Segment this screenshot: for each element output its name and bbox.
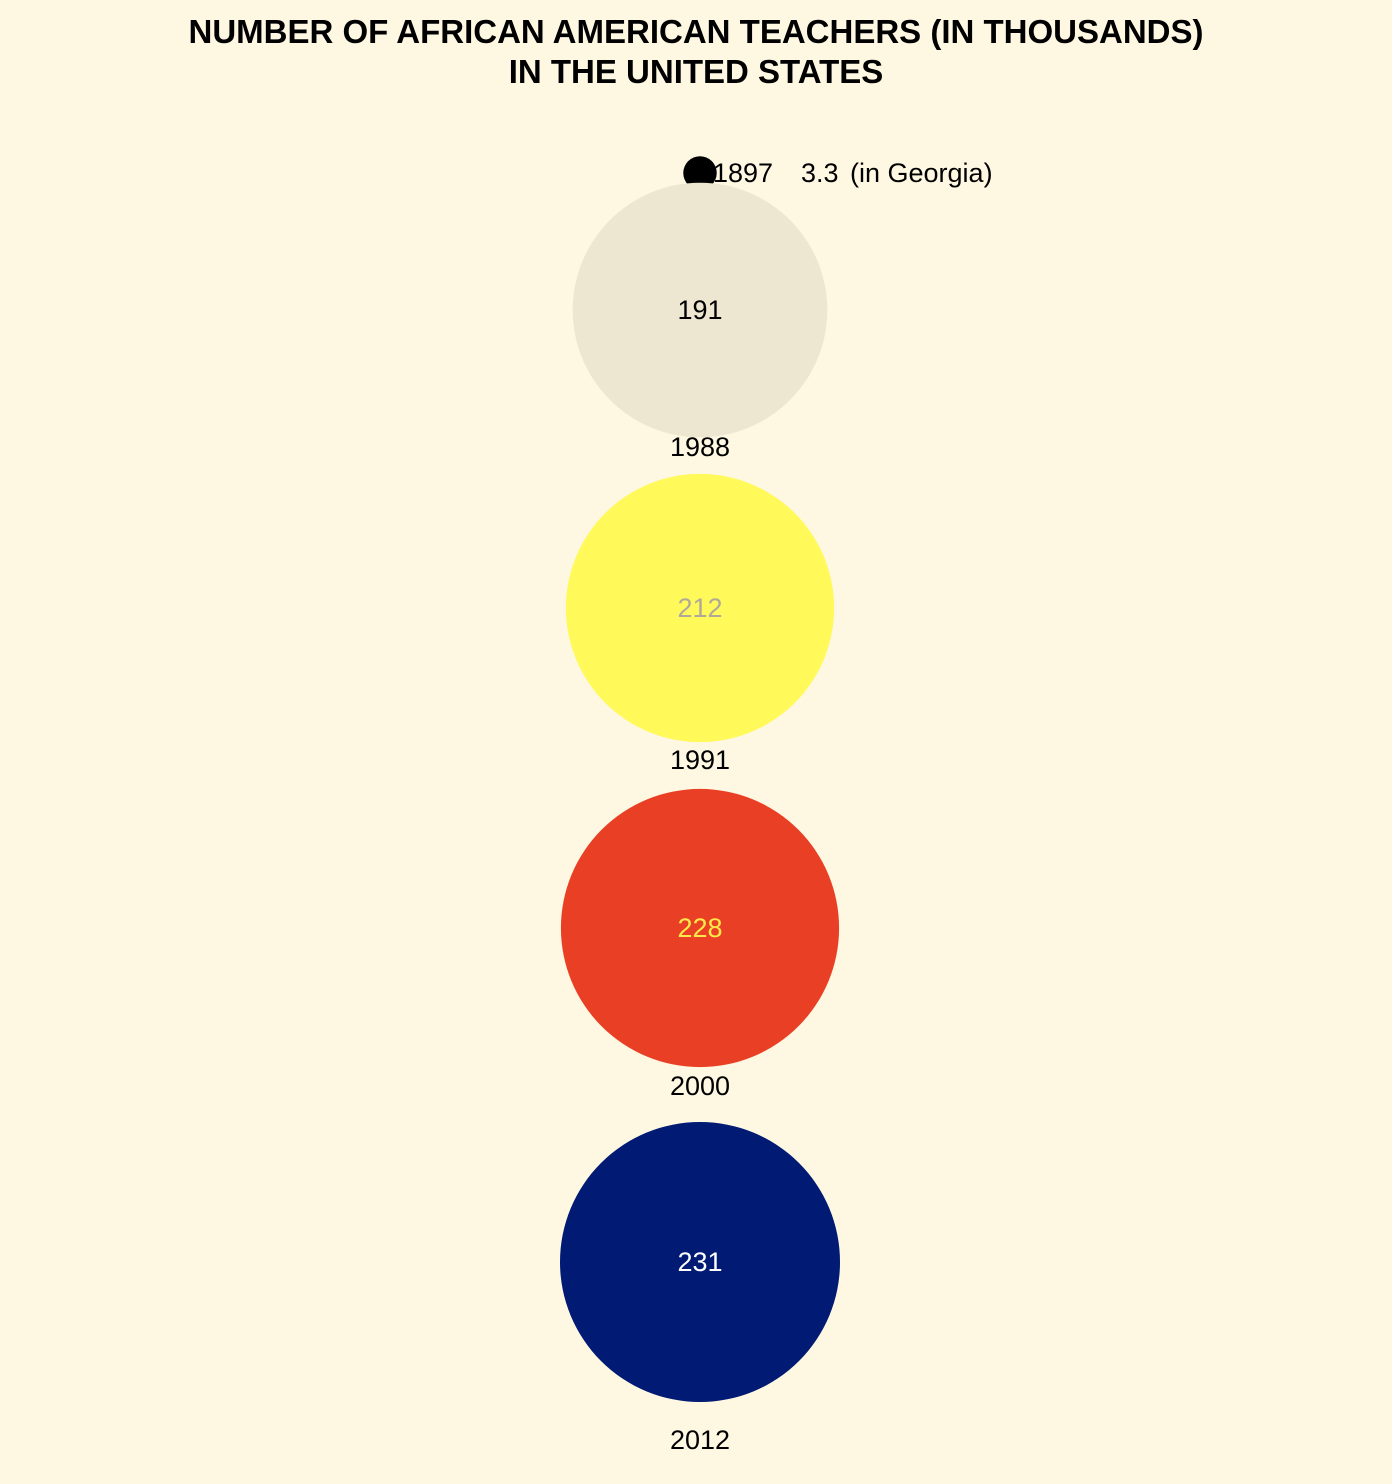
note-label-1897: (in Georgia)	[850, 158, 993, 188]
chart-title: NUMBER OF AFRICAN AMERICAN TEACHERS (IN …	[0, 12, 1392, 92]
circle-2000	[560, 788, 840, 1068]
value-label-1897: 3.3	[801, 158, 839, 188]
value-label-2012: 231	[677, 1247, 722, 1277]
circle-1988	[572, 182, 828, 438]
value-label-1988: 191	[677, 295, 722, 325]
year-label-1988: 1988	[670, 432, 730, 462]
year-label-2000: 2000	[670, 1071, 730, 1101]
year-label-1991: 1991	[670, 745, 730, 775]
circle-2012	[560, 1122, 840, 1402]
year-label-1897: 1897	[713, 158, 773, 188]
chart-title-line-1: NUMBER OF AFRICAN AMERICAN TEACHERS (IN …	[188, 13, 1204, 50]
value-label-2000: 228	[677, 913, 722, 943]
circle-1991	[565, 473, 835, 743]
year-label-2012: 2012	[670, 1425, 730, 1455]
chart-title-line-2: IN THE UNITED STATES	[508, 53, 884, 90]
value-label-1991: 212	[677, 593, 722, 623]
circle-1897	[683, 156, 717, 190]
